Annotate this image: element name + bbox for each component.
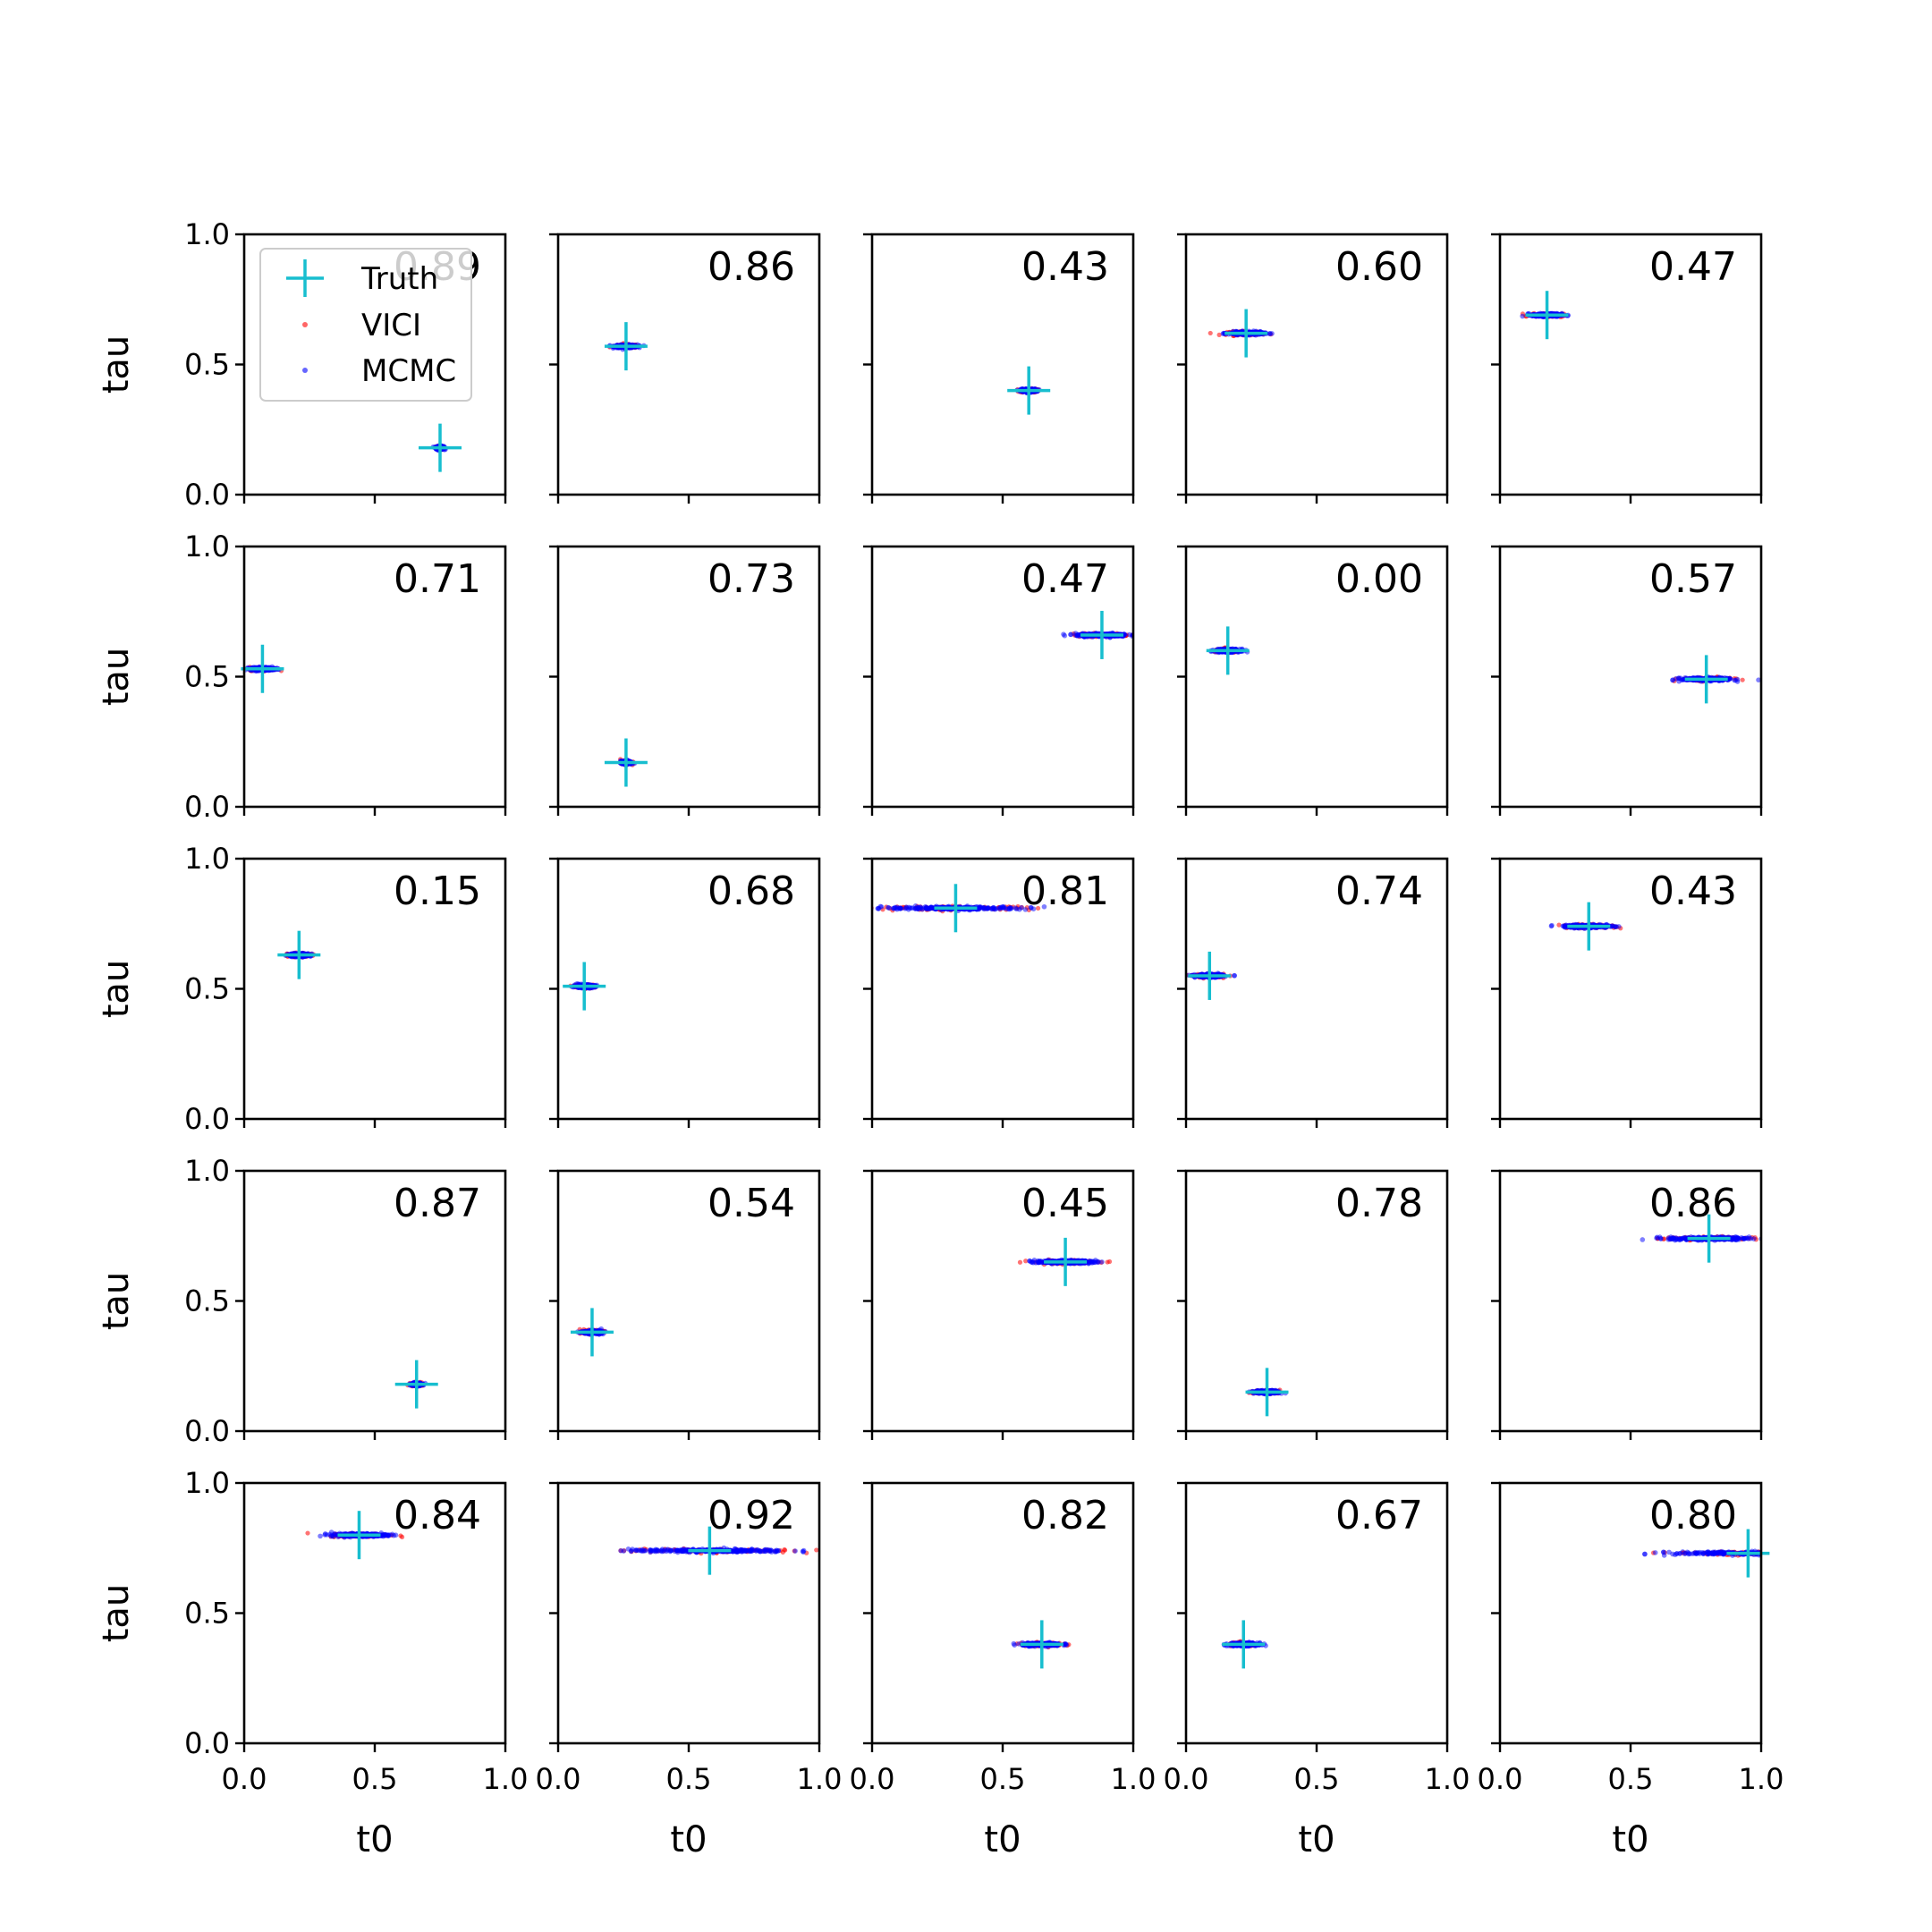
scatter-panel: 0.74 — [1177, 857, 1449, 1128]
panel-score-label: 0.81 — [1021, 869, 1109, 914]
mcmc-point — [978, 904, 984, 910]
mcmc-point — [890, 905, 896, 911]
scatter-panel: 0.81 — [863, 857, 1135, 1128]
y-tick-label: 0.5 — [184, 348, 230, 382]
mcmc-point — [1068, 631, 1073, 638]
y-tick-label: 1.0 — [184, 217, 230, 251]
panel-score-label: 0.71 — [394, 556, 481, 602]
mcmc-point — [898, 905, 904, 911]
y-axis-label: tau — [96, 648, 137, 707]
scatter-panel: 0.43 — [863, 233, 1135, 504]
y-tick-label: 1.0 — [184, 842, 230, 876]
mcmc-point — [878, 904, 885, 910]
mcmc-point — [1022, 907, 1029, 912]
mcmc-point — [997, 905, 1004, 911]
mcmc-point — [1756, 677, 1761, 683]
mcmc-point — [1732, 677, 1737, 683]
scatter-panel: 0.0 0.5 1.0 tau 0.15 — [96, 842, 507, 1136]
y-tick-label: 0.5 — [184, 660, 230, 694]
scatter-panel: 0.00 — [1177, 545, 1449, 816]
mcmc-point — [985, 905, 991, 911]
mcmc-point — [1062, 632, 1068, 639]
mcmc-point — [1520, 313, 1525, 319]
vici-point — [1208, 330, 1213, 336]
y-axis-label: tau — [96, 960, 137, 1019]
vici-point — [1216, 332, 1222, 337]
y-tick-label: 0.0 — [184, 478, 230, 512]
mcmc-point — [1670, 677, 1675, 683]
scatter-panel: 0.47 — [863, 545, 1135, 816]
scatter-panel: 0.57 — [1491, 545, 1763, 816]
mcmc-point — [1678, 675, 1683, 682]
panel-grid: 0.00.51.0tau0.890.860.430.600.470.00.51.… — [96, 217, 1784, 1860]
vici-point — [1740, 677, 1745, 682]
y-tick-label: 1.0 — [184, 530, 230, 564]
mcmc-point — [915, 904, 921, 911]
panel-score-label: 0.57 — [1649, 556, 1737, 602]
mcmc-point — [1041, 903, 1047, 910]
panel-score-label: 0.47 — [1649, 244, 1737, 290]
panel-score-label: 0.73 — [708, 556, 795, 602]
mcmc-point — [924, 905, 930, 911]
mcmc-point — [906, 904, 911, 911]
y-axis-label: tau — [96, 335, 137, 394]
panel-score-label: 0.68 — [708, 869, 795, 914]
panel-score-label: 0.43 — [1021, 244, 1109, 290]
mcmc-point — [1072, 632, 1079, 638]
y-tick-label: 0.0 — [184, 1102, 230, 1136]
panel-score-label: 0.15 — [394, 869, 481, 914]
mcmc-point — [1019, 904, 1024, 911]
scatter-panel: 0.47 — [1491, 233, 1763, 504]
panel-score-label: 0.00 — [1335, 556, 1423, 602]
mcmc-point — [886, 905, 892, 911]
mcmc-point — [1013, 906, 1020, 912]
y-tick-label: 0.5 — [184, 972, 230, 1006]
panel-score-label: 0.60 — [1335, 244, 1423, 290]
vici-point — [1035, 905, 1041, 911]
scatter-panel: 0.86 — [549, 233, 821, 504]
panel-score-label: 0.86 — [708, 244, 795, 290]
mcmc-point — [1007, 905, 1013, 911]
mcmc-point — [1030, 906, 1037, 911]
scatter-panel: 0.60 — [1177, 233, 1449, 504]
scatter-panel: 0.73 — [549, 545, 821, 816]
scatter-panel: 0.0 0.5 1.0 tau 0.71 — [96, 530, 507, 824]
y-tick-label: 0.0 — [184, 790, 230, 824]
scatter-panel: 0.68 — [549, 857, 821, 1128]
mcmc-point — [1269, 331, 1275, 336]
panel-score-label: 0.47 — [1021, 556, 1109, 602]
